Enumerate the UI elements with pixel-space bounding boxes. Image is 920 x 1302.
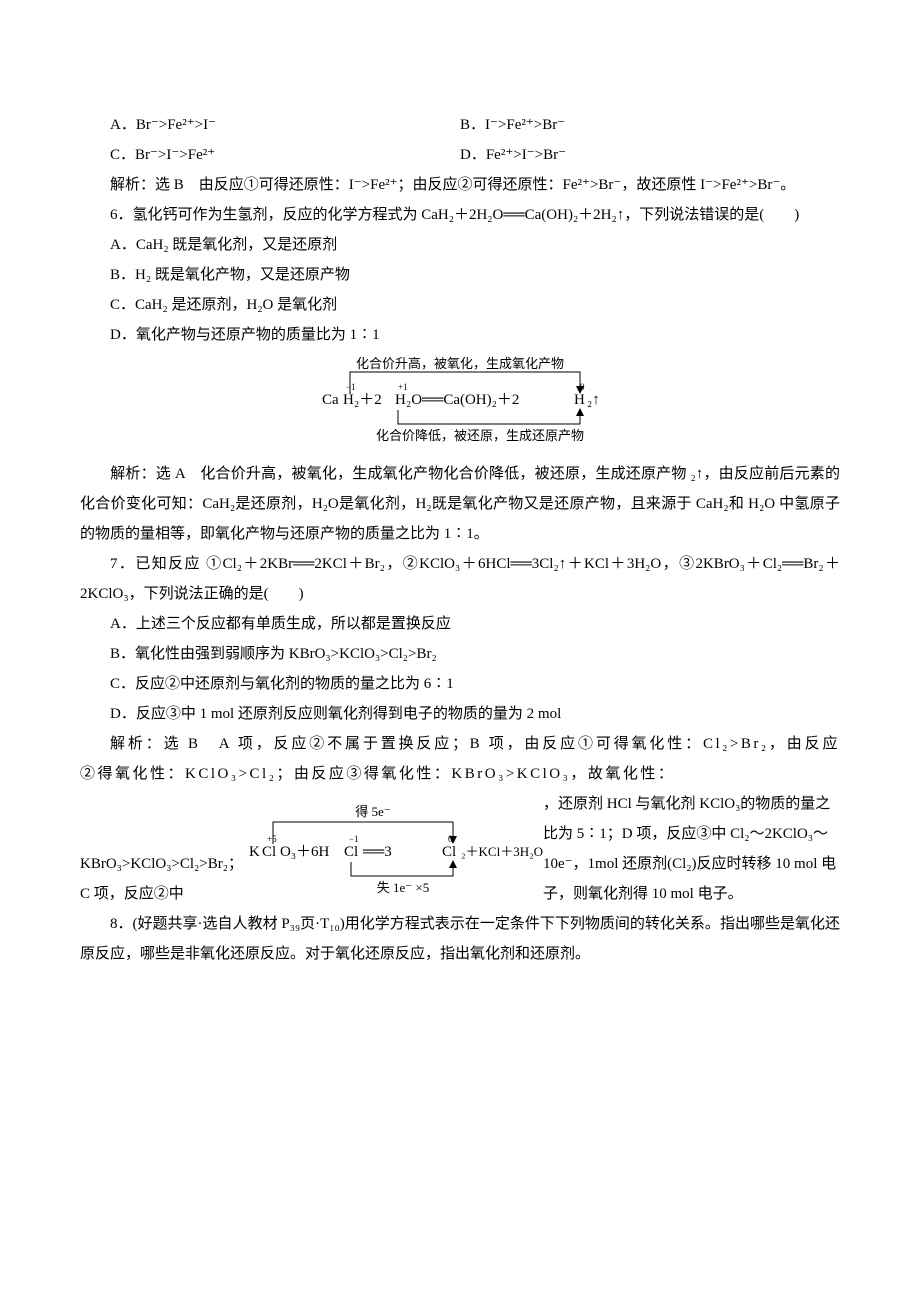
q5-options-row1: A．Br⁻>Fe²⁺>I⁻ B．I⁻>Fe²⁺>Br⁻	[80, 110, 840, 140]
q6-option-c: C．CaH₂ 是还原剂，H₂O 是氧化剂	[80, 290, 840, 320]
svg-text:Cl: Cl	[344, 844, 358, 860]
q7-stem: 7．已知反应 ①Cl₂＋2KBr══2KCl＋Br₂，②KClO₃＋6HCl══…	[80, 549, 840, 609]
svg-text:−1: −1	[349, 834, 359, 844]
q6-fig-top-label: 化合价升高，被氧化，生成氧化产物	[356, 356, 564, 371]
svg-text:0: 0	[580, 382, 585, 392]
svg-text:══3: ══3	[362, 844, 392, 860]
svg-text:化合价降低，被还原，生成还原产物: 化合价降低，被还原，生成还原产物	[376, 428, 584, 443]
q6-option-d: D．氧化产物与还原产物的质量比为 1∶1	[80, 320, 840, 350]
svg-text:+5: +5	[267, 834, 277, 844]
q6-arrow-diagram-icon: 化合价升高，被氧化，生成氧化产物 Ca −1 H ₂＋2 +1 H ₂O══Ca…	[280, 354, 640, 444]
q7-wrap-line: KBrO₃>KClO₃>Cl₂>Br₂；C 项，反应②中 得 5e⁻ K +5 …	[80, 789, 840, 909]
q7-option-d: D．反应③中 1 mol 还原剂反应则氧化剂得到电子的物质的量为 2 mol	[80, 699, 840, 729]
q7-explanation-a: 解析：选 B A 项，反应②不属于置换反应；B 项，由反应①可得氧化性：Cl₂>…	[80, 729, 840, 789]
svg-text:+1: +1	[398, 382, 408, 392]
svg-text:失 1e⁻ ×5: 失 1e⁻ ×5	[377, 880, 429, 895]
q6-option-a: A．CaH₂ 既是氧化剂，又是还原剂	[80, 230, 840, 260]
svg-text:Cl: Cl	[442, 844, 456, 860]
svg-text:H: H	[395, 392, 406, 408]
q5-option-a: A．Br⁻>Fe²⁺>I⁻	[80, 110, 460, 140]
q8-stem: 8．(好题共享·选自人教材 P₃₉页·T₁₀)用化学方程式表示在一定条件下下列物…	[80, 909, 840, 969]
q5-options-row2: C．Br⁻>I⁻>Fe²⁺ D．Fe²⁺>I⁻>Br⁻	[80, 140, 840, 170]
svg-text:H: H	[343, 392, 354, 408]
svg-text:K: K	[249, 844, 260, 860]
svg-text:Ca: Ca	[322, 392, 339, 408]
q6-option-b: B．H₂ 既是氧化产物，又是还原产物	[80, 260, 840, 290]
q5-explanation: 解析：选 B 由反应①可得还原性：I⁻>Fe²⁺；由反应②可得还原性：Fe²⁺>…	[80, 170, 840, 200]
q7-option-c: C．反应②中还原剂与氧化剂的物质的量之比为 6∶1	[80, 669, 840, 699]
q5-option-c: C．Br⁻>I⁻>Fe²⁺	[80, 140, 460, 170]
q6-figure: 化合价升高，被氧化，生成氧化产物 Ca −1 H ₂＋2 +1 H ₂O══Ca…	[80, 354, 840, 455]
q7-arrow-diagram-icon: 得 5e⁻ K +5 Cl O₃＋6H −1 Cl ══3 0 Cl ₂＋KCl…	[243, 802, 543, 898]
q6-explanation: 解析：选 A 化合价升高，被氧化，生成氧化产物化合价降低，被还原，生成还原产物 …	[80, 459, 840, 549]
svg-text:Cl: Cl	[262, 844, 276, 860]
svg-text:₂＋KCl＋3H₂O: ₂＋KCl＋3H₂O	[461, 844, 543, 859]
svg-text:0: 0	[448, 834, 453, 844]
q5-option-b: B．I⁻>Fe²⁺>Br⁻	[460, 110, 840, 140]
q5-option-d: D．Fe²⁺>I⁻>Br⁻	[460, 140, 840, 170]
q7-option-b: B．氧化性由强到弱顺序为 KBrO₃>KClO₃>Cl₂>Br₂	[80, 639, 840, 669]
q7-explanation-b: KBrO₃>KClO₃>Cl₂>Br₂；C 项，反应②中	[80, 849, 243, 909]
svg-text:₂O══Ca(OH)₂＋2: ₂O══Ca(OH)₂＋2	[406, 392, 519, 408]
svg-text:得 5e⁻: 得 5e⁻	[355, 804, 390, 819]
q7-explanation-c: ，还原剂 HCl 与氧化剂 KClO₃的物质的量之比为 5∶1；D 项，反应③中…	[543, 789, 840, 909]
svg-text:−1: −1	[346, 382, 356, 392]
svg-text:H: H	[574, 392, 585, 408]
q6-stem: 6．氢化钙可作为生氢剂，反应的化学方程式为 CaH₂＋2H₂O══Ca(OH)₂…	[80, 200, 840, 230]
svg-text:₂↑: ₂↑	[587, 392, 600, 408]
svg-text:₂＋2: ₂＋2	[354, 392, 382, 408]
q7-option-a: A．上述三个反应都有单质生成，所以都是置换反应	[80, 609, 840, 639]
q7-figure: 得 5e⁻ K +5 Cl O₃＋6H −1 Cl ══3 0 Cl ₂＋KCl…	[243, 802, 543, 909]
svg-text:O₃＋6H: O₃＋6H	[280, 844, 330, 860]
